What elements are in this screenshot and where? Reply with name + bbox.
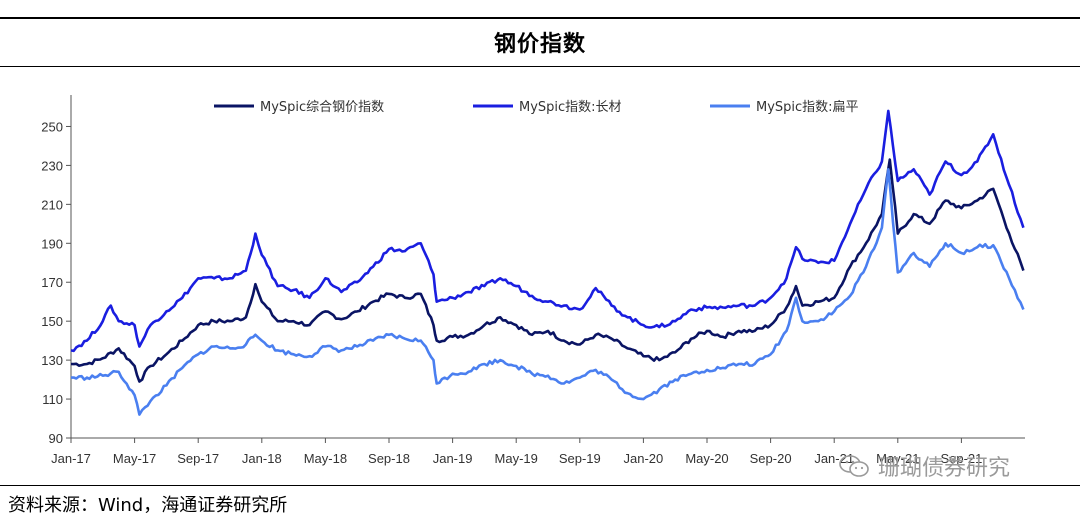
x-tick-label: Jan-21 bbox=[814, 451, 854, 466]
y-tick-label: 110 bbox=[42, 392, 63, 407]
y-tick-label: 130 bbox=[41, 353, 63, 368]
x-tick-label: Jan-20 bbox=[624, 451, 664, 466]
legend-label-3: MySpic指数:扁平 bbox=[756, 100, 859, 115]
x-tick-label: Jan-18 bbox=[242, 451, 282, 466]
x-tick-label: May-20 bbox=[685, 451, 728, 466]
x-tick-label: Jan-17 bbox=[51, 451, 91, 466]
watermark-text: 珊瑚债券研究 bbox=[878, 456, 1011, 481]
y-tick-label: 250 bbox=[41, 119, 63, 134]
x-tick-label: Sep-18 bbox=[368, 451, 410, 466]
source-rule bbox=[0, 485, 1080, 486]
chart-title: 钢价指数 bbox=[493, 32, 586, 57]
series-line-3 bbox=[70, 168, 1025, 416]
legend-label-2: MySpic指数:长材 bbox=[519, 100, 622, 115]
title-rule bbox=[0, 66, 1080, 67]
x-tick-label: Sep-17 bbox=[177, 451, 219, 466]
source-note: 资料来源：Wind，海通证券研究所 bbox=[8, 495, 288, 516]
y-tick-label: 230 bbox=[41, 158, 63, 173]
y-tick-label: 210 bbox=[41, 197, 63, 212]
y-tick-label: 190 bbox=[41, 236, 63, 251]
series-lines bbox=[70, 109, 1025, 416]
watermark: 珊瑚债券研究 bbox=[838, 450, 1010, 482]
x-tick-label: Sep-20 bbox=[750, 451, 792, 466]
wechat-icon bbox=[839, 455, 869, 477]
x-tick-label: Jan-19 bbox=[433, 451, 473, 466]
x-tick-label: Sep-21 bbox=[940, 451, 982, 466]
y-tick-label: 90 bbox=[49, 431, 63, 446]
series-line-1 bbox=[70, 158, 1025, 383]
x-tick-label: May-17 bbox=[113, 451, 156, 466]
top-rule bbox=[0, 17, 1080, 19]
legend: MySpic综合钢价指数 MySpic指数:长材 MySpic指数:扁平 bbox=[214, 100, 859, 115]
x-tick-label: May-18 bbox=[304, 451, 347, 466]
line-chart: 90 110 130 150 170 190 210 230 250 Jan-17 May-17 Se… bbox=[41, 95, 1025, 466]
x-tick-label: May-19 bbox=[495, 451, 538, 466]
y-tick-label: 150 bbox=[41, 314, 63, 329]
legend-label-1: MySpic综合钢价指数 bbox=[260, 100, 384, 115]
x-tick-label: Sep-19 bbox=[559, 451, 601, 466]
series-line-2 bbox=[70, 109, 1025, 353]
axes: 90 110 130 150 170 190 210 230 250 Jan-17 May-17 Se… bbox=[41, 95, 1025, 466]
y-tick-label: 170 bbox=[41, 275, 63, 290]
x-tick-label: May-21 bbox=[876, 451, 919, 466]
